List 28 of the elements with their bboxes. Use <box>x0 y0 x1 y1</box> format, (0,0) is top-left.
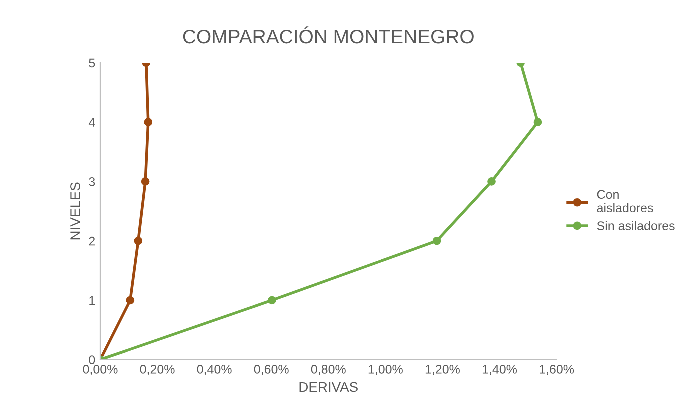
y-tick-label: 3 <box>89 178 96 186</box>
x-tick-label: 1,20% <box>426 365 460 376</box>
x-tick-label: 0,80% <box>311 365 346 376</box>
y-tick-label: 5 <box>89 58 96 68</box>
y-tick-label: 0 <box>89 356 96 365</box>
point <box>432 236 442 246</box>
x-tick-label: 1,40% <box>482 365 518 376</box>
point <box>534 118 542 127</box>
point <box>134 236 143 246</box>
point <box>141 178 150 186</box>
x-tick-label: 1,00% <box>368 365 403 376</box>
x-tick-label: 1,60% <box>540 365 574 376</box>
y-axis-title: NIVELES <box>70 182 80 240</box>
x-tick-label: 0,40% <box>197 365 232 376</box>
point <box>488 178 496 186</box>
point <box>144 118 153 127</box>
legend-label: Sin asiladores <box>597 221 675 230</box>
y-tick-label: 1 <box>90 296 96 306</box>
x-tick-label: 0,00% <box>83 365 118 376</box>
chart-title: COMPARACIÓN MONTENEGRO <box>183 26 474 44</box>
point <box>126 296 135 305</box>
point <box>268 296 276 305</box>
legend-label: Con aisladores <box>597 190 654 213</box>
y-tick-label: 2 <box>89 236 96 246</box>
y-tick-label: 4 <box>88 118 96 127</box>
x-tick-label: 0,20% <box>140 365 175 376</box>
x-tick-label: 0,60% <box>254 365 289 376</box>
x-axis-title: DERIVAS <box>300 382 358 392</box>
